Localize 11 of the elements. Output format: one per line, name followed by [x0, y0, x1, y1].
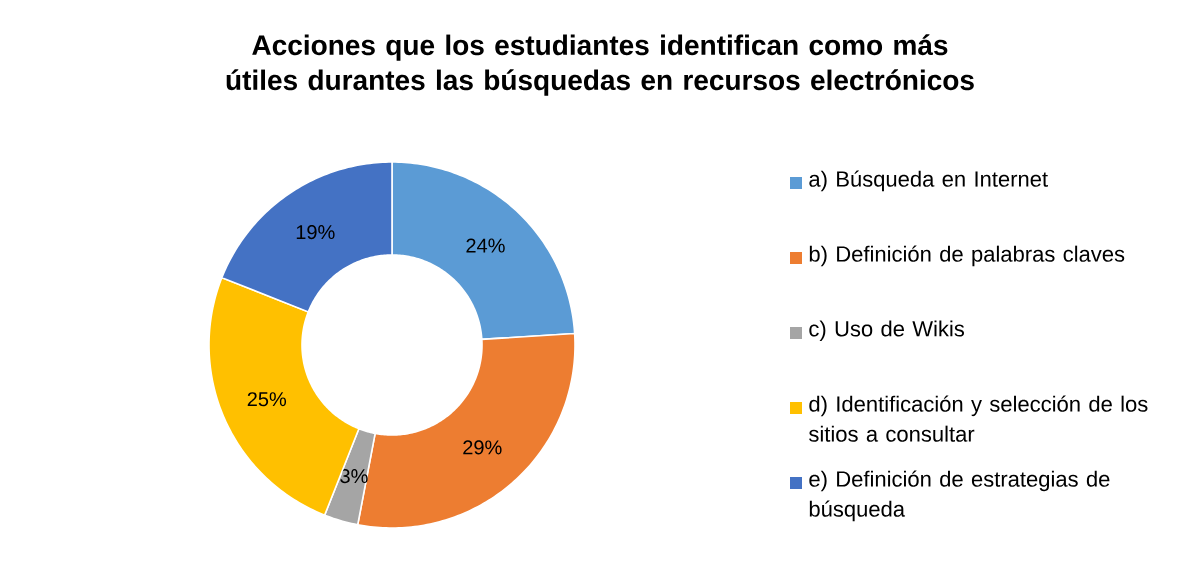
chart-title: Acciones que los estudiantes identifican como más útiles durantes las búsquedas en recursos electrónicos [226, 34, 974, 96]
data-label: 25% [247, 392, 287, 407]
legend-label: b) Definición de palabras claves [809, 245, 1125, 267]
data-label: 19% [296, 225, 335, 240]
legend-label: e) Definición de estrategias de búsqueda [809, 470, 1110, 522]
legend-label: a) Búsqueda en Internet [809, 170, 1048, 192]
legend-label: d) Identificación y selección de los sitios a consultar [809, 395, 1148, 442]
legend-label: c) Uso de Wikis [809, 320, 965, 341]
data-label: 29% [463, 440, 502, 455]
data-label: 24% [466, 238, 505, 253]
data-label: 3% [340, 469, 368, 484]
